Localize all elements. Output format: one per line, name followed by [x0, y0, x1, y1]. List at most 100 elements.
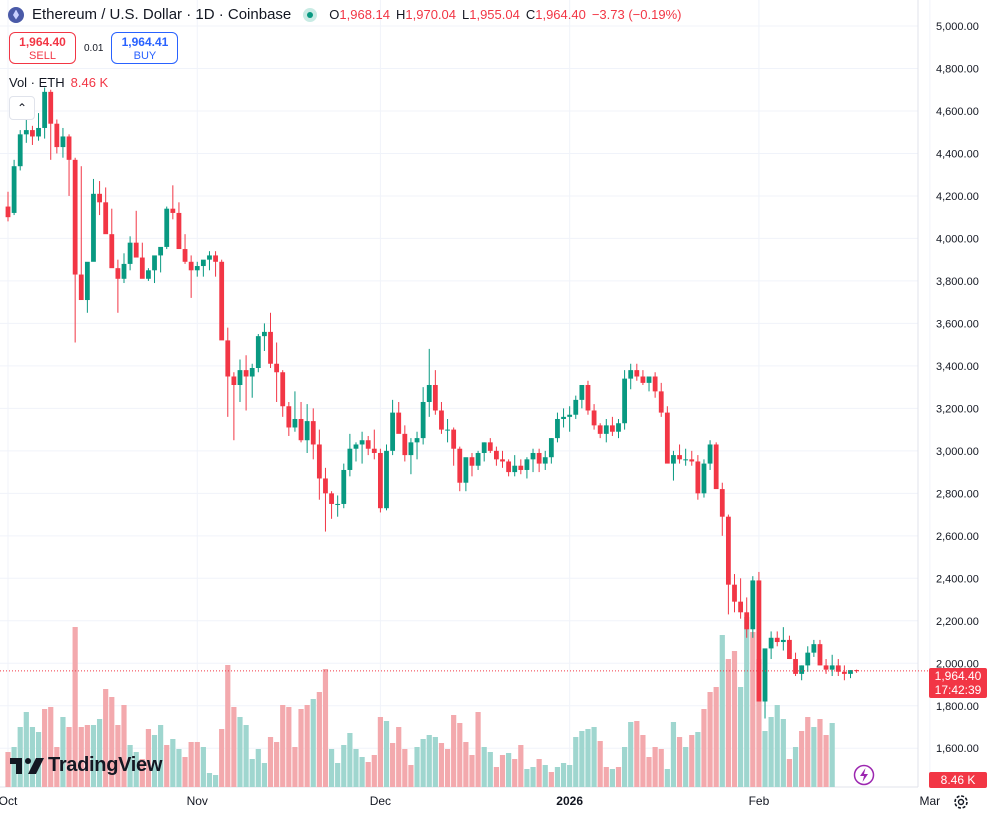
candle-body [78, 274, 84, 301]
volume-bar [261, 763, 268, 787]
candle [536, 448, 542, 473]
price-tick-label: 2,800.00 [936, 488, 979, 500]
candle [695, 455, 701, 500]
candle-body [683, 459, 689, 461]
candle [463, 457, 469, 492]
candle [646, 376, 652, 392]
collapse-legend-button[interactable]: ⌃ [9, 96, 35, 120]
candle [115, 259, 121, 313]
volume-bar [658, 749, 664, 787]
candle-body [341, 469, 347, 504]
candle-body [750, 580, 756, 630]
buy-button[interactable]: 1,964.41 BUY [111, 32, 179, 64]
candle-body [597, 425, 603, 434]
volume-bar [298, 709, 304, 787]
candle-body [316, 444, 322, 479]
candle [555, 412, 560, 443]
candle-body [335, 503, 341, 505]
tradingview-logo[interactable]: TradingView [10, 754, 162, 777]
time-tick-label: Dec [370, 794, 391, 808]
volume-bar [536, 759, 542, 787]
volume-bar [322, 669, 329, 787]
volume-bar [280, 705, 286, 787]
volume-bar [762, 731, 768, 787]
volume-bar [23, 712, 29, 787]
candle [347, 433, 353, 477]
candle [829, 654, 835, 677]
ohlc-low-value: 1,955.04 [469, 7, 520, 22]
candle [475, 450, 481, 470]
candle-body [548, 438, 554, 458]
candle [91, 178, 96, 262]
candle [292, 391, 298, 432]
candle-body [506, 461, 512, 473]
symbol-title[interactable]: Ethereum / U.S. Dollar · 1D · Coinbase [32, 6, 292, 23]
candle-body [518, 465, 524, 470]
candle [176, 202, 182, 250]
volume-bar [66, 727, 72, 787]
candle-body [225, 340, 231, 377]
candle-body [585, 384, 591, 411]
volume-bar [829, 723, 835, 787]
volume-bars [5, 617, 835, 787]
candle [152, 255, 157, 284]
candle [811, 639, 817, 657]
candle-body [738, 601, 743, 613]
volume-bar [237, 717, 243, 787]
volume-bar [292, 747, 298, 787]
candle [359, 431, 365, 464]
candle [689, 450, 695, 466]
bar-countdown: 17:42:39 [934, 683, 982, 697]
volume-bar [72, 627, 78, 787]
volume-bar [634, 721, 640, 787]
candle [512, 455, 518, 477]
volume-bar [109, 697, 115, 787]
price-tick-label: 2,400.00 [936, 573, 979, 585]
volume-bar [267, 737, 274, 787]
volume-bar [567, 765, 573, 787]
volume-bar [646, 757, 652, 787]
candle-body [139, 257, 145, 279]
candle-body [48, 91, 54, 124]
candle-body [17, 134, 23, 167]
volume-bar [438, 743, 445, 787]
sell-button[interactable]: 1,964.40 SELL [9, 32, 76, 64]
lightning-icon[interactable] [853, 764, 875, 786]
candle [72, 157, 78, 343]
current-price-tag: 1,964.40 17:42:39 [929, 668, 987, 698]
price-tick-label: 4,600.00 [936, 106, 979, 118]
candle-body [426, 384, 432, 402]
candle [231, 372, 237, 441]
candle-body [237, 370, 243, 385]
volume-legend[interactable]: Vol · ETH 8.46 K [9, 75, 108, 90]
ohlc-high-value: 1,970.04 [405, 7, 456, 22]
volume-bar [792, 747, 799, 787]
candle [298, 401, 304, 443]
volume-bar [811, 727, 817, 787]
volume-bar [738, 687, 744, 787]
volume-bar [188, 742, 194, 787]
ethereum-icon [8, 6, 24, 23]
candle-body [91, 193, 96, 262]
settings-gear-icon[interactable] [952, 793, 970, 811]
ohlc-open-label: O [329, 7, 340, 22]
volume-bar [664, 769, 670, 787]
volume-bar [652, 747, 658, 787]
chart-grid [0, 0, 931, 788]
volume-bar [341, 745, 347, 787]
candle [48, 89, 54, 160]
price-tick-label: 4,400.00 [936, 148, 979, 160]
volume-bar [432, 737, 438, 787]
candle-body [60, 136, 66, 148]
candle [390, 399, 396, 456]
candle [84, 261, 90, 313]
candle [408, 438, 414, 475]
candle-body [359, 440, 365, 445]
candle [652, 372, 658, 398]
ohlc-close-label: C [525, 7, 536, 22]
candle-body [304, 421, 310, 441]
price-tick-label: 4,800.00 [936, 63, 979, 75]
candle [451, 427, 457, 466]
candle-body [762, 648, 768, 702]
